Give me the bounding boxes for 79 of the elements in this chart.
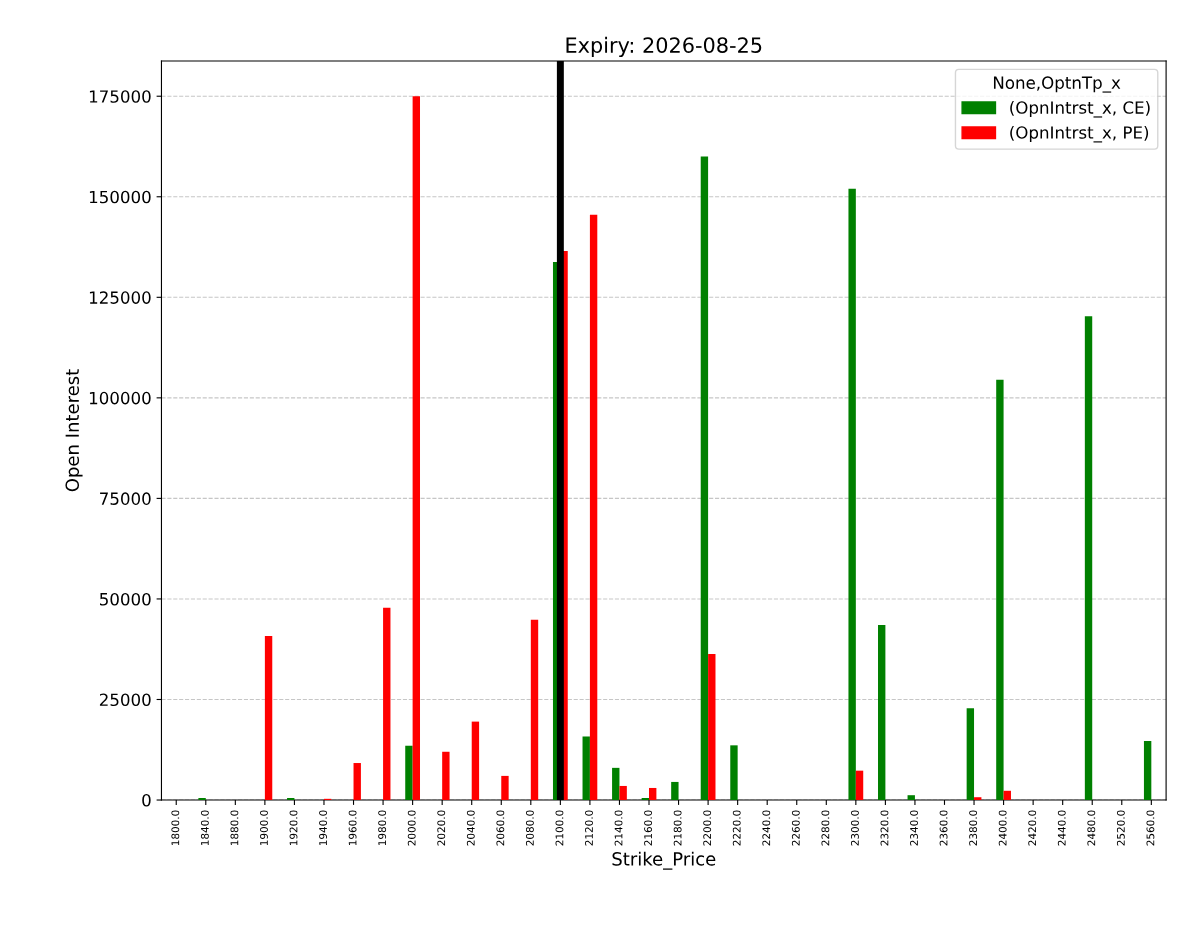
bar [671, 781, 679, 801]
x-tick-label: 1940.0 [319, 810, 327, 846]
x-tick-label: 1920.0 [289, 810, 298, 846]
bar [530, 619, 539, 801]
x-tick-label: 2200.0 [703, 810, 712, 846]
bar [848, 188, 856, 801]
x-tick-label: 2040.0 [466, 810, 475, 846]
x-tick-label: 2160.0 [644, 810, 653, 846]
bar [1084, 316, 1093, 801]
bar [641, 798, 650, 801]
x-tick-label: 2280.0 [821, 810, 830, 846]
y-axis-title: Open Interest [65, 369, 83, 492]
bar [1143, 740, 1152, 801]
bar [974, 797, 982, 801]
x-tick-label: 1960.0 [348, 810, 357, 846]
x-tick-label: 2340.0 [910, 810, 918, 846]
bar [1003, 790, 1011, 801]
bar [907, 795, 915, 801]
bar [412, 96, 421, 801]
x-tick-label: 2220.0 [732, 810, 741, 846]
x-axis-title: Strike_Price [612, 851, 716, 870]
bar [405, 745, 413, 801]
bar [589, 214, 598, 801]
bar [287, 798, 295, 801]
bar [730, 745, 738, 801]
x-tick-label: 2260.0 [791, 810, 800, 846]
x-tick-label: 2020.0 [437, 810, 446, 846]
y-tick-label: 175000 [89, 90, 151, 103]
x-tick-label: 2480.0 [1087, 810, 1096, 846]
bar [582, 736, 590, 801]
bar [878, 625, 886, 801]
x-tick-label: 2360.0 [939, 810, 948, 846]
bar [996, 379, 1004, 801]
x-tick-label: 2060.0 [496, 810, 505, 846]
x-tick-label: 2240.0 [762, 810, 771, 846]
bar [501, 775, 509, 801]
bar [198, 798, 206, 801]
y-tick-label: 100000 [89, 391, 151, 405]
bar [700, 156, 709, 801]
y-tick-label: 25000 [99, 693, 151, 707]
x-tick-label: 2080.0 [525, 810, 534, 846]
y-tick-label: 125000 [89, 291, 151, 304]
x-tick-label: 2000.0 [407, 810, 416, 846]
legend-label: (OpnIntrst_x, PE) [1010, 125, 1149, 143]
x-tick-label: 1800.0 [171, 810, 180, 846]
x-tick-label: 2440.0 [1057, 810, 1066, 846]
y-tick-label: 50000 [100, 592, 151, 606]
bar [383, 607, 391, 801]
x-tick-label: 2300.0 [850, 810, 859, 846]
x-tick-label: 2420.0 [1028, 810, 1037, 846]
bar [471, 721, 480, 801]
x-tick-label: 2100.0 [555, 810, 564, 846]
chart-title: Expiry: 2026-08-25 [566, 36, 762, 58]
bar [966, 708, 975, 801]
x-tick-label: 2560.0 [1146, 810, 1155, 846]
x-tick-label: 2520.0 [1116, 810, 1125, 846]
x-tick-label: 1980.0 [378, 810, 387, 846]
x-tick-label: 2400.0 [998, 810, 1007, 846]
x-tick-label: 2180.0 [673, 810, 682, 846]
y-tick-label: 75000 [100, 492, 151, 505]
bar [612, 767, 620, 801]
bar [619, 785, 627, 801]
x-tick-label: 2320.0 [880, 810, 889, 846]
bar [855, 770, 864, 801]
bar [649, 787, 657, 801]
bar [353, 763, 361, 801]
x-tick-label: 2380.0 [969, 810, 978, 846]
y-tick-label: 150000 [89, 190, 151, 204]
legend-title: None,OptnTp_x [993, 76, 1121, 93]
x-tick-label: 1900.0 [260, 810, 268, 846]
bar [442, 751, 450, 801]
x-tick-label: 1840.0 [200, 810, 209, 846]
x-tick-label: 2140.0 [614, 810, 623, 846]
legend-label: (OpnIntrst_x, CE) [1010, 100, 1150, 118]
y-tick-label: 0 [142, 793, 151, 807]
bar [708, 654, 716, 801]
x-tick-label: 2120.0 [585, 810, 593, 846]
x-tick-label: 1880.0 [230, 810, 239, 846]
bar [264, 635, 273, 801]
